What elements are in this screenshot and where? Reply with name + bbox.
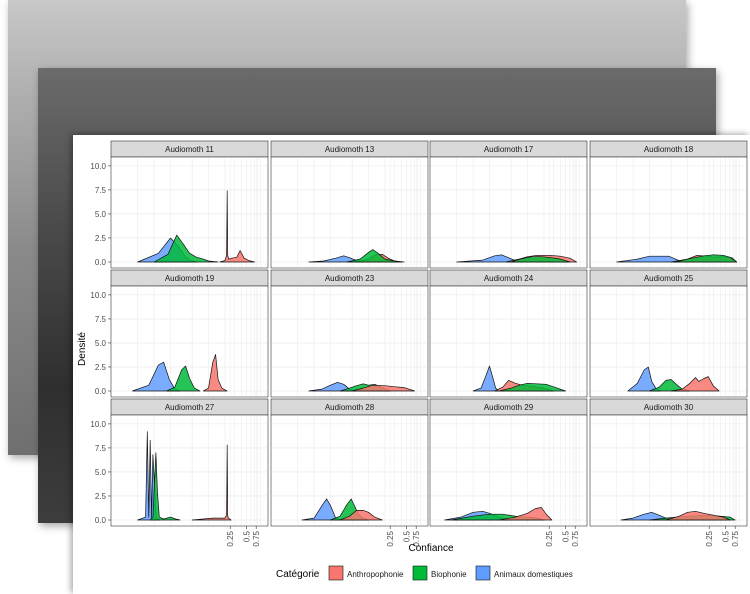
y-tick-label: 7.5 [95,444,107,453]
y-axis-title: Densité [77,332,88,366]
x-axis-title: Confiance [408,543,453,554]
density-curve [510,256,571,263]
plot-area [429,285,588,398]
plot-area [270,156,429,269]
facet-panel: Audiomoth 25 [589,269,748,398]
plot-area [429,156,588,269]
legend-key [475,565,491,581]
x-tick-label: 0.75 [571,530,580,546]
density-curve [675,254,738,263]
plot-area [589,285,748,398]
facet-title: Audiomoth 27 [165,403,215,412]
x-tick-label: 0.5 [403,530,412,542]
facet-title: Audiomoth 24 [484,274,534,283]
legend-label: Biophonie [431,570,467,579]
density-curve [191,444,232,521]
facet-panel: Audiomoth 18 [589,140,748,269]
facet-panel: Audiomoth 30 0.25 0.5 0.75 [589,398,748,547]
y-tick-label: 2.5 [95,234,107,243]
facet-title: Audiomoth 11 [165,145,214,154]
plot-area [110,285,269,398]
density-curve [670,376,720,392]
y-tick-label: 10.0 [90,420,106,429]
y-tick-label: 0.0 [95,387,107,396]
y-tick-label: 0.0 [95,258,107,267]
facet-title: Audiomoth 30 [644,403,694,412]
density-curve [346,249,405,263]
y-tick-label: 2.5 [95,492,107,501]
plot-area [110,156,269,269]
plot-area [589,414,748,527]
plot-area [429,414,588,527]
chart-card: Audiomoth 11 0.0 2.5 5.0 7.5 10.0 Audiomoth 13… [73,135,750,594]
x-tick-label: 0.25 [226,530,235,546]
facet-title: Audiomoth 17 [484,145,534,154]
facet-panel: Audiomoth 13 [270,140,429,269]
legend-label: Anthropophonie [347,570,404,579]
legend: Catégorie Anthropophonie Biophonie Animaux… [276,565,573,581]
facet-panel: Audiomoth 29 0.25 0.5 0.75 [429,398,588,547]
x-tick-label: 0.75 [412,530,421,546]
density-curve [153,234,219,263]
y-tick-label: 5.0 [95,210,107,219]
x-tick-label: 0.75 [252,530,261,546]
x-tick-label: 0.25 [386,530,395,546]
facet-title: Audiomoth 13 [325,145,375,154]
density-curve [219,190,255,263]
legend-title: Catégorie [276,569,320,580]
facet-panel: Audiomoth 24 [429,269,588,398]
density-curve [665,510,731,521]
plot-area [270,285,429,398]
panels-layer: Audiomoth 11 0.0 2.5 5.0 7.5 10.0 Audiomoth 13… [90,140,748,547]
y-tick-label: 10.0 [90,291,106,300]
x-tick-label: 0.25 [545,530,554,546]
density-curve [202,354,228,392]
faceted-density-chart: Audiomoth 11 0.0 2.5 5.0 7.5 10.0 Audiomoth 13… [77,140,748,581]
facet-title: Audiomoth 29 [484,403,534,412]
y-tick-label: 7.5 [95,186,107,195]
facet-title: Audiomoth 23 [325,274,375,283]
density-curve [498,507,553,521]
x-tick-label: 0.5 [243,530,252,542]
facet-title: Audiomoth 25 [644,274,694,283]
density-curve [149,452,181,521]
facet-panel: Audiomoth 23 [270,269,429,398]
x-tick-label: 0.25 [705,530,714,546]
facet-panel: Audiomoth 19 0.0 2.5 5.0 7.5 10.0 [90,269,269,398]
y-tick-label: 10.0 [90,162,106,171]
density-curve [498,382,566,392]
y-tick-label: 7.5 [95,315,107,324]
x-tick-label: 0.75 [731,530,740,546]
plot-area [589,156,748,269]
facet-panel: Audiomoth 28 0.25 0.5 0.75 [270,398,429,547]
legend-label: Animaux domestiques [494,570,573,579]
facet-panel: Audiomoth 17 [429,140,588,269]
y-tick-label: 5.0 [95,339,107,348]
density-curve [351,384,415,392]
facet-panel: Audiomoth 11 0.0 2.5 5.0 7.5 10.0 [90,140,269,269]
facet-title: Audiomoth 28 [325,403,375,412]
facet-title: Audiomoth 18 [644,145,694,154]
facet-panel: Audiomoth 27 0.0 2.5 5.0 7.5 10.0 0.25 0.5 0.75 [90,398,269,547]
plot-area [110,414,269,527]
facet-title: Audiomoth 19 [165,274,215,283]
density-curve [166,365,201,392]
legend-key [328,565,344,581]
y-tick-label: 2.5 [95,363,107,372]
density-curve [339,510,383,521]
y-tick-label: 5.0 [95,468,107,477]
legend-key [412,565,428,581]
x-tick-label: 0.5 [562,530,571,542]
y-tick-label: 0.0 [95,516,107,525]
x-tick-label: 0.5 [722,530,731,542]
